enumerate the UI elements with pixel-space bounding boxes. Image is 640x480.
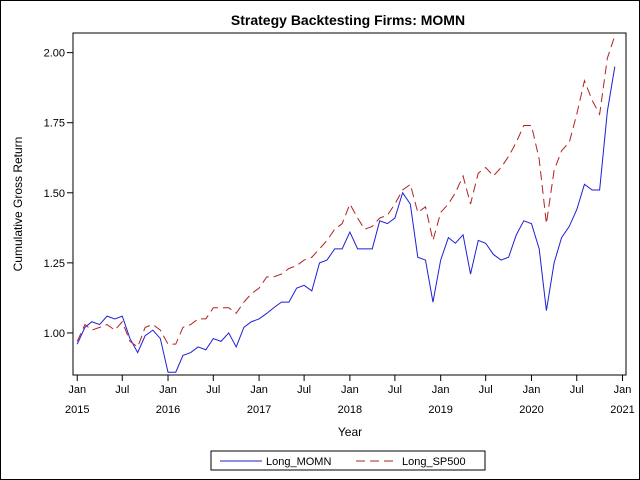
x-axis-label: Year xyxy=(338,425,362,439)
series-line-long-momn xyxy=(76,66,616,373)
x-tick-year-label: 2017 xyxy=(247,404,271,416)
series-layer xyxy=(76,35,616,373)
y-tick-label: 1.75 xyxy=(44,118,65,130)
x-tick-year-label: 2016 xyxy=(156,404,180,416)
x-tick-month-label: Jul xyxy=(570,384,584,396)
legend-label: Long_SP500 xyxy=(402,456,466,468)
x-tick-month-label: Jan xyxy=(250,384,268,396)
x-tick-month-label: Jan xyxy=(432,384,450,396)
x-tick-month-label: Jul xyxy=(297,384,311,396)
x-tick-month-label: Jan xyxy=(523,384,541,396)
chart-title: Strategy Backtesting Firms: MOMN xyxy=(231,12,465,28)
y-axis-label: Cumulative Gross Return xyxy=(11,137,25,272)
legend: Long_MOMN Long_SP500 xyxy=(210,450,486,471)
y-tick-label: 2.00 xyxy=(44,48,65,60)
x-tick-month-label: Jan xyxy=(68,384,86,396)
x-tick-month-label: Jul xyxy=(115,384,129,396)
x-tick-month-label: Jan xyxy=(614,384,632,396)
x-axis: Jan 2015 Jul Jan 2016 Jul Jan 2017 Jul Jan 2018 Jul… xyxy=(65,375,635,416)
x-tick-month-label: Jan xyxy=(341,384,359,396)
y-tick-label: 1.50 xyxy=(44,188,65,200)
x-tick-year-label: 2020 xyxy=(519,404,543,416)
x-tick-year-label: 2019 xyxy=(428,404,452,416)
legend-label: Long_MOMN xyxy=(266,456,331,468)
y-tick-label: 1.25 xyxy=(44,258,65,270)
x-tick-month-label: Jan xyxy=(159,384,177,396)
x-tick-month-label: Jul xyxy=(388,384,402,396)
y-axis: 1.00 1.25 1.50 1.75 2.00 xyxy=(44,48,73,340)
x-tick-year-label: 2021 xyxy=(610,404,634,416)
x-tick-year-label: 2015 xyxy=(65,404,89,416)
x-tick-month-label: Jul xyxy=(206,384,220,396)
legend-box xyxy=(210,450,486,471)
x-tick-year-label: 2018 xyxy=(338,404,362,416)
x-tick-month-label: Jul xyxy=(479,384,493,396)
series-line-long-sp500 xyxy=(76,35,616,348)
y-tick-label: 1.00 xyxy=(44,328,65,340)
plot-area xyxy=(72,32,627,376)
